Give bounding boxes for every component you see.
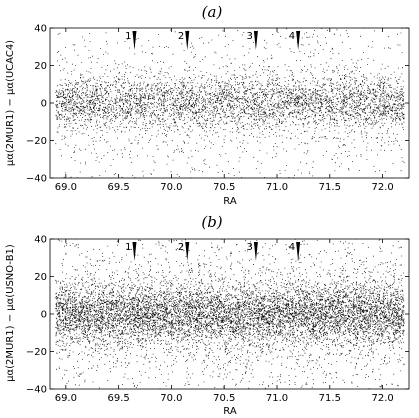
panel-a-marker-1-wedge <box>132 31 137 50</box>
panel-a-y-tick-label: 40 <box>34 24 47 35</box>
panel-a-y-tick-label: −40 <box>26 174 47 185</box>
panel-b-marker-3-wedge <box>253 242 258 261</box>
panel-b-x-ticks: 69.0 69.5 70.0 70.5 71.0 71.5 72.0 <box>55 239 394 404</box>
panel-b-y-tick-label: 20 <box>34 272 47 283</box>
panel-a-scatter-cloud <box>55 27 405 179</box>
panel-b-markers: 1 2 3 4 <box>125 242 301 261</box>
panel-a-y-axis-label: μα(2MUR1) − μα(UCAC4) <box>5 40 16 166</box>
panel-a-x-axis-label: RA <box>223 196 237 207</box>
panel-b-y-tick-label: −20 <box>26 347 47 358</box>
panel-b-x-tick-label: 72.0 <box>371 393 393 404</box>
panel-a-marker-4-label: 4 <box>289 31 295 42</box>
panel-b-y-tick-label: −40 <box>26 385 47 396</box>
panel-b-y-axis-label: μα(2MUR1) − μα(USNO-B1) <box>5 244 16 382</box>
panel-b-x-tick-label: 71.5 <box>319 393 341 404</box>
panel-b-scatter-points <box>55 238 405 390</box>
panel-a-marker-2-wedge <box>185 31 190 50</box>
panel-a-y-tick-label: 20 <box>34 61 47 72</box>
panel-a-x-tick-label: 71.0 <box>266 182 288 193</box>
panel-b-marker-4-label: 4 <box>289 242 295 253</box>
panel-a-marker-1-label: 1 <box>125 31 131 42</box>
panel-b-x-tick-label: 70.5 <box>213 393 235 404</box>
panel-b-marker-2-wedge <box>185 242 190 261</box>
panel-b-y-ticks: 40 20 0 −20 −40 <box>26 235 409 396</box>
panel-a-x-tick-label: 69.5 <box>107 182 129 193</box>
panel-b-marker-2-label: 2 <box>178 242 184 253</box>
panel-a-x-tick-label: 70.5 <box>213 182 235 193</box>
panel-b-y-tick-label: 0 <box>41 310 47 321</box>
panel-a-title: (a) <box>202 3 223 21</box>
panel-a-marker-4-wedge <box>296 31 301 50</box>
panel-a-y-ticks: 40 20 0 −20 −40 <box>26 24 409 185</box>
panel-a-x-tick-label: 71.5 <box>319 182 341 193</box>
panel-b-x-tick-label: 69.5 <box>107 393 129 404</box>
panel-b-marker-1-wedge <box>132 242 137 261</box>
panel-b-title: (b) <box>201 213 222 231</box>
panel-b-marker-3-label: 3 <box>247 242 253 253</box>
panel-b-x-axis-label: RA <box>223 406 237 417</box>
panel-b-x-tick-label: 71.0 <box>266 393 288 404</box>
panel-a: (a) 69.0 69.5 70.0 70.5 71.0 71.5 72.0 40 20 0 −2… <box>5 3 410 207</box>
panel-b-x-tick-label: 69.0 <box>55 393 77 404</box>
panel-a-x-tick-label: 72.0 <box>371 182 393 193</box>
panel-a-scatter-points <box>55 27 405 179</box>
panel-a-marker-2-label: 2 <box>178 31 184 42</box>
panel-a-y-tick-label: −20 <box>26 136 47 147</box>
panel-a-marker-3-wedge <box>253 31 258 50</box>
panel-a-x-tick-label: 69.0 <box>55 182 77 193</box>
panel-b: (b) 69.0 69.5 70.0 70.5 71.0 71.5 72.0 40 20 0 −2… <box>5 213 410 417</box>
panel-b-y-tick-label: 40 <box>34 235 47 246</box>
panel-b-marker-1-label: 1 <box>125 242 131 253</box>
panel-b-x-tick-label: 70.0 <box>160 393 182 404</box>
panel-b-marker-4-wedge <box>296 242 301 261</box>
panel-a-x-tick-label: 70.0 <box>160 182 182 193</box>
panel-b-scatter-cloud <box>55 238 405 390</box>
panel-a-y-tick-label: 0 <box>41 99 47 110</box>
panel-a-x-ticks: 69.0 69.5 70.0 70.5 71.0 71.5 72.0 <box>55 28 394 193</box>
panel-a-marker-3-label: 3 <box>247 31 253 42</box>
panel-a-markers: 1 2 3 4 <box>125 31 301 50</box>
